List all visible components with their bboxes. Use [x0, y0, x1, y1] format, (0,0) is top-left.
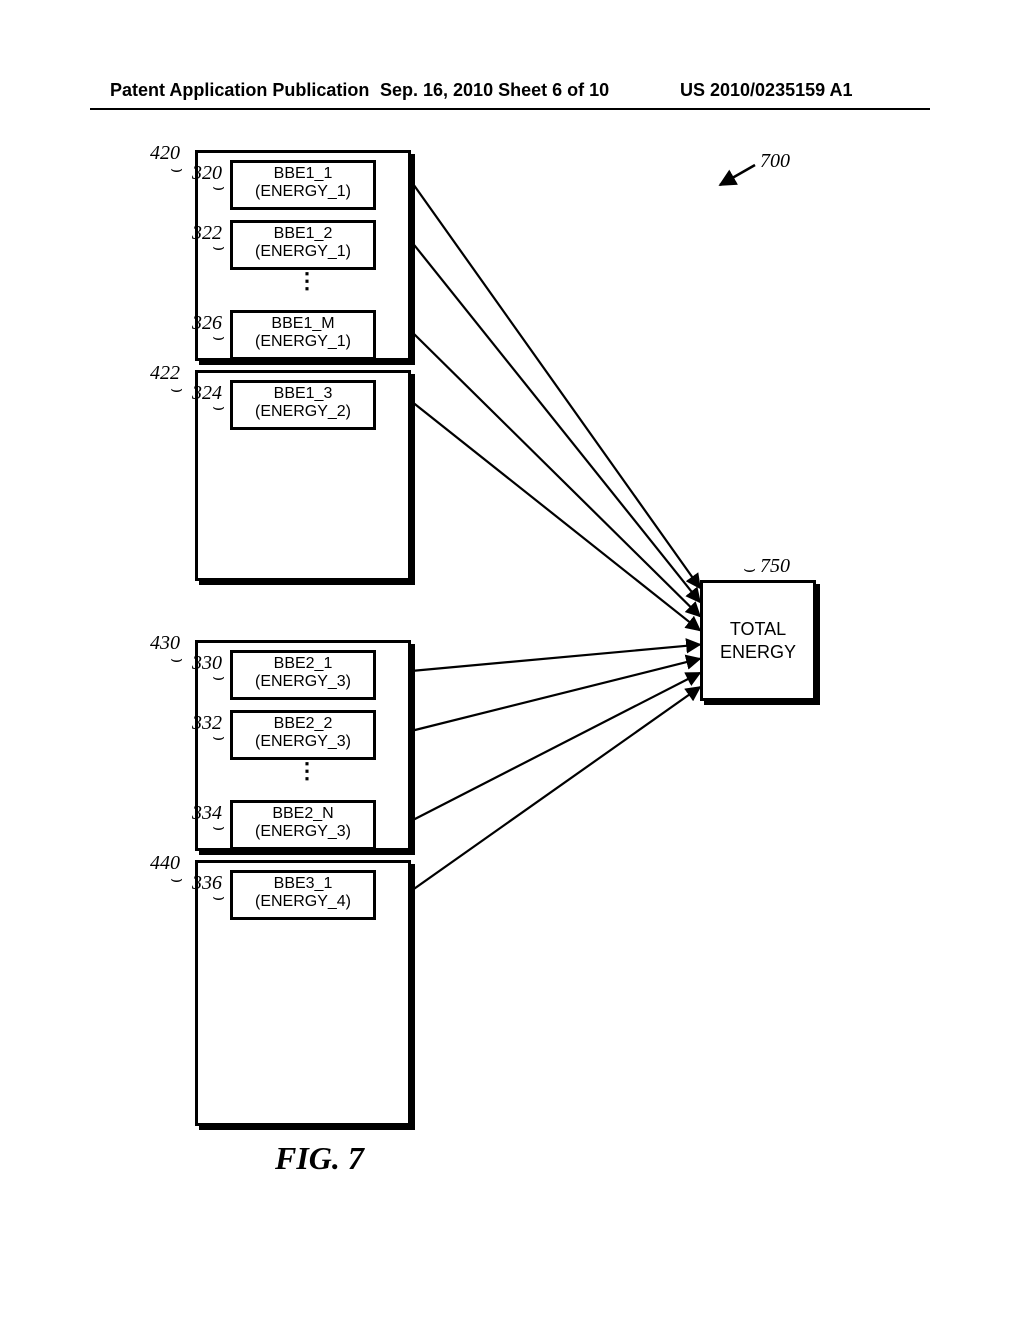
total-line2: ENERGY	[720, 642, 796, 662]
tick-750: ⌣	[743, 558, 756, 581]
bbe-320: BBE1_1 (ENERGY_1)	[230, 160, 376, 210]
page: Patent Application Publication Sep. 16, …	[0, 0, 1024, 1320]
bbe-330: BBE2_1 (ENERGY_3)	[230, 650, 376, 700]
tick-326: ⌣	[212, 326, 225, 349]
figure-caption: FIG. 7	[275, 1140, 364, 1177]
bbe-336: BBE3_1 (ENERGY_4)	[230, 870, 376, 920]
bbe-label: BBE2_N	[272, 805, 333, 822]
ref-700: 700	[760, 150, 790, 173]
connector-lines	[0, 0, 1024, 1320]
bbe-324: BBE1_3 (ENERGY_2)	[230, 380, 376, 430]
tick-332: ⌣	[212, 726, 225, 749]
bbe-label: BBE1_1	[274, 165, 333, 182]
tick-320: ⌣	[212, 176, 225, 199]
bbe-label: BBE2_1	[274, 655, 333, 672]
bbe-334: BBE2_N (ENERGY_3)	[230, 800, 376, 850]
tick-336: ⌣	[212, 886, 225, 909]
header-right: US 2010/0235159 A1	[680, 80, 852, 101]
bbe-322: BBE1_2 (ENERGY_1)	[230, 220, 376, 270]
bbe-label: BBE1_M	[271, 315, 334, 332]
vertical-ellipsis: ⋮	[296, 758, 318, 784]
bbe-326: BBE1_M (ENERGY_1)	[230, 310, 376, 360]
ref-750: 750	[760, 555, 790, 578]
tick-422: ⌣	[170, 378, 183, 401]
bbe-sub: (ENERGY_1)	[255, 333, 351, 350]
tick-420: ⌣	[170, 158, 183, 181]
bbe-label: BBE2_2	[274, 715, 333, 732]
bbe-sub: (ENERGY_4)	[255, 893, 351, 910]
bbe-label: BBE1_3	[274, 385, 333, 402]
tick-330: ⌣	[212, 666, 225, 689]
header-left: Patent Application Publication	[110, 80, 369, 101]
tick-430: ⌣	[170, 648, 183, 671]
vertical-ellipsis: ⋮	[296, 268, 318, 294]
bbe-sub: (ENERGY_3)	[255, 823, 351, 840]
tick-334: ⌣	[212, 816, 225, 839]
bbe-sub: (ENERGY_3)	[255, 673, 351, 690]
tick-322: ⌣	[212, 236, 225, 259]
tick-324: ⌣	[212, 396, 225, 419]
bbe-sub: (ENERGY_3)	[255, 733, 351, 750]
total-energy-box: TOTAL ENERGY	[700, 580, 816, 701]
header-rule	[90, 108, 930, 110]
tick-440: ⌣	[170, 868, 183, 891]
bbe-sub: (ENERGY_1)	[255, 183, 351, 200]
bbe-sub: (ENERGY_2)	[255, 403, 351, 420]
total-line1: TOTAL	[730, 619, 786, 639]
bbe-label: BBE1_2	[274, 225, 333, 242]
bbe-sub: (ENERGY_1)	[255, 243, 351, 260]
bbe-332: BBE2_2 (ENERGY_3)	[230, 710, 376, 760]
bbe-label: BBE3_1	[274, 875, 333, 892]
header-mid: Sep. 16, 2010 Sheet 6 of 10	[380, 80, 609, 101]
